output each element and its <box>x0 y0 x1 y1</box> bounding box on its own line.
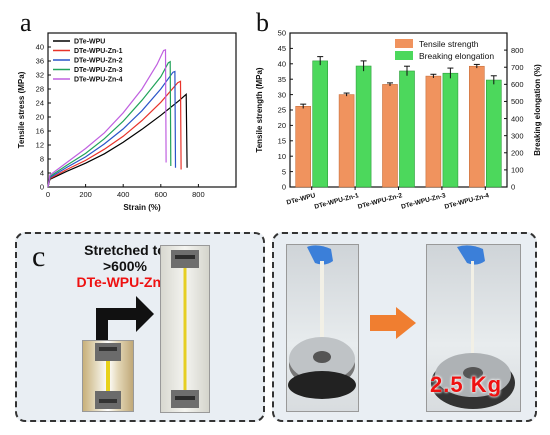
panel-label-c: c <box>32 240 46 273</box>
y-axis-label: Tensile strength (MPa) <box>255 67 264 153</box>
y-tick-label: 10 <box>278 152 286 161</box>
y-tick-label: 28 <box>36 85 44 94</box>
legend-label: DTe-WPU-Zn-3 <box>74 67 123 74</box>
x-tick-label: 400 <box>117 190 130 199</box>
y-tick-label: 20 <box>278 121 286 130</box>
x-tick-label: 200 <box>79 190 92 199</box>
y-tick-label: 35 <box>278 75 286 84</box>
y2-tick-label: 100 <box>511 166 524 175</box>
bar-tensile-strength <box>382 84 398 188</box>
stretch-caption: Stretched to >600% DTe-WPU-Zn-3 <box>70 242 180 290</box>
y-tick-label: 25 <box>278 106 286 115</box>
legend-label: Tensile strength <box>419 39 479 49</box>
legend-swatch <box>395 39 413 48</box>
x-tick-label: DTe-WPU-Zn-1 <box>314 192 360 211</box>
y-tick-label: 12 <box>36 141 44 150</box>
y-tick-label: 24 <box>36 99 44 108</box>
legend-label: DTe-WPU-Zn-1 <box>74 48 123 55</box>
y-tick-label: 40 <box>36 43 44 52</box>
sample-before-photo <box>82 340 134 412</box>
series-line <box>47 80 182 188</box>
x-tick-label: DTe-WPU-Zn-2 <box>357 192 403 211</box>
weight-plate-icon <box>288 245 356 399</box>
plot-frame <box>47 32 237 188</box>
y-tick-label: 32 <box>36 71 44 80</box>
bar-breaking-elongation <box>486 79 502 188</box>
bar-tensile-strength <box>338 94 355 188</box>
bar-breaking-elongation <box>312 60 328 188</box>
y2-tick-label: 400 <box>511 114 524 123</box>
x-axis-label: Strain (%) <box>123 203 161 212</box>
x-tick-label: 800 <box>192 190 205 199</box>
clamp-pair-icon <box>95 343 121 409</box>
y-tick-label: 8 <box>40 155 44 164</box>
stress-strain-chart: 0 200 400 600 800 0 4 8 12 16 20 24 28 32 36 40 Strain (… <box>17 32 237 212</box>
y-tick-label: 45 <box>278 44 286 53</box>
bar-breaking-elongation <box>399 70 415 188</box>
bar-breaking-elongation <box>355 65 372 188</box>
panel-label-a: a <box>20 8 32 37</box>
arrow-right-icon <box>370 307 416 339</box>
sample-stretched-photo <box>160 245 210 413</box>
legend-label: DTe-WPU-Zn-4 <box>74 77 123 84</box>
y2-tick-label: 600 <box>511 80 524 89</box>
y-tick-label: 16 <box>36 127 44 136</box>
y2-tick-label: 200 <box>511 148 524 157</box>
stretch-sample-name: DTe-WPU-Zn-3 <box>76 274 174 290</box>
y-tick-label: 36 <box>36 57 44 66</box>
legend-swatch <box>395 51 413 60</box>
weight-lifted-photo-stretched <box>426 244 521 412</box>
stretch-arrow-icon <box>96 296 154 340</box>
x-tick-label: 600 <box>155 190 168 199</box>
bar-tensile-strength <box>425 75 442 188</box>
y-tick-label: 4 <box>40 169 44 178</box>
y-tick-label: 0 <box>40 183 44 192</box>
y2-tick-label: 0 <box>511 183 515 192</box>
y2-tick-label: 800 <box>511 46 524 55</box>
series-line <box>47 92 188 188</box>
series-line <box>47 48 167 188</box>
y-tick-label: 40 <box>278 60 286 69</box>
series-line <box>47 60 172 188</box>
stretch-caption-line1: Stretched to <box>84 242 166 258</box>
y-tick-label: 5 <box>282 167 286 176</box>
mechanical-properties-bar-chart: 0510152025303540455001002003004005006007… <box>255 29 542 211</box>
y-tick-label: 30 <box>278 90 286 99</box>
bar-tensile-strength <box>295 106 312 188</box>
y2-axis-label: Breaking elongation (%) <box>533 64 542 156</box>
legend-label: DTe-WPU <box>74 39 105 46</box>
stretched-weight-icon <box>431 245 515 409</box>
y-tick-label: 15 <box>278 137 286 146</box>
y2-tick-label: 700 <box>511 63 524 72</box>
stretch-caption-line2: >600% <box>103 258 147 274</box>
bar-breaking-elongation <box>442 72 459 188</box>
y-tick-label: 0 <box>282 183 286 192</box>
y-axis-label: Tensile stress (MPa) <box>17 71 26 148</box>
x-tick-label: DTe-WPU-Zn-3 <box>400 192 446 211</box>
y2-tick-label: 500 <box>511 97 524 106</box>
y-tick-label: 50 <box>278 29 286 38</box>
x-tick-label: DTe-WPU-Zn-4 <box>444 192 490 211</box>
weight-lifted-photo-initial <box>286 244 359 412</box>
stretched-sample-icon <box>171 250 199 408</box>
x-tick-label: 0 <box>46 190 50 199</box>
bar-tensile-strength <box>469 65 485 188</box>
panel-label-b: b <box>256 8 269 37</box>
legend-label: DTe-WPU-Zn-2 <box>74 58 123 65</box>
y-tick-label: 20 <box>36 113 44 122</box>
series-line <box>47 70 177 188</box>
legend-label: Breaking elongation <box>419 51 494 61</box>
y2-tick-label: 300 <box>511 131 524 140</box>
x-tick-label: DTe-WPU <box>286 192 317 206</box>
weight-label: 2.5 Kg <box>430 372 503 397</box>
